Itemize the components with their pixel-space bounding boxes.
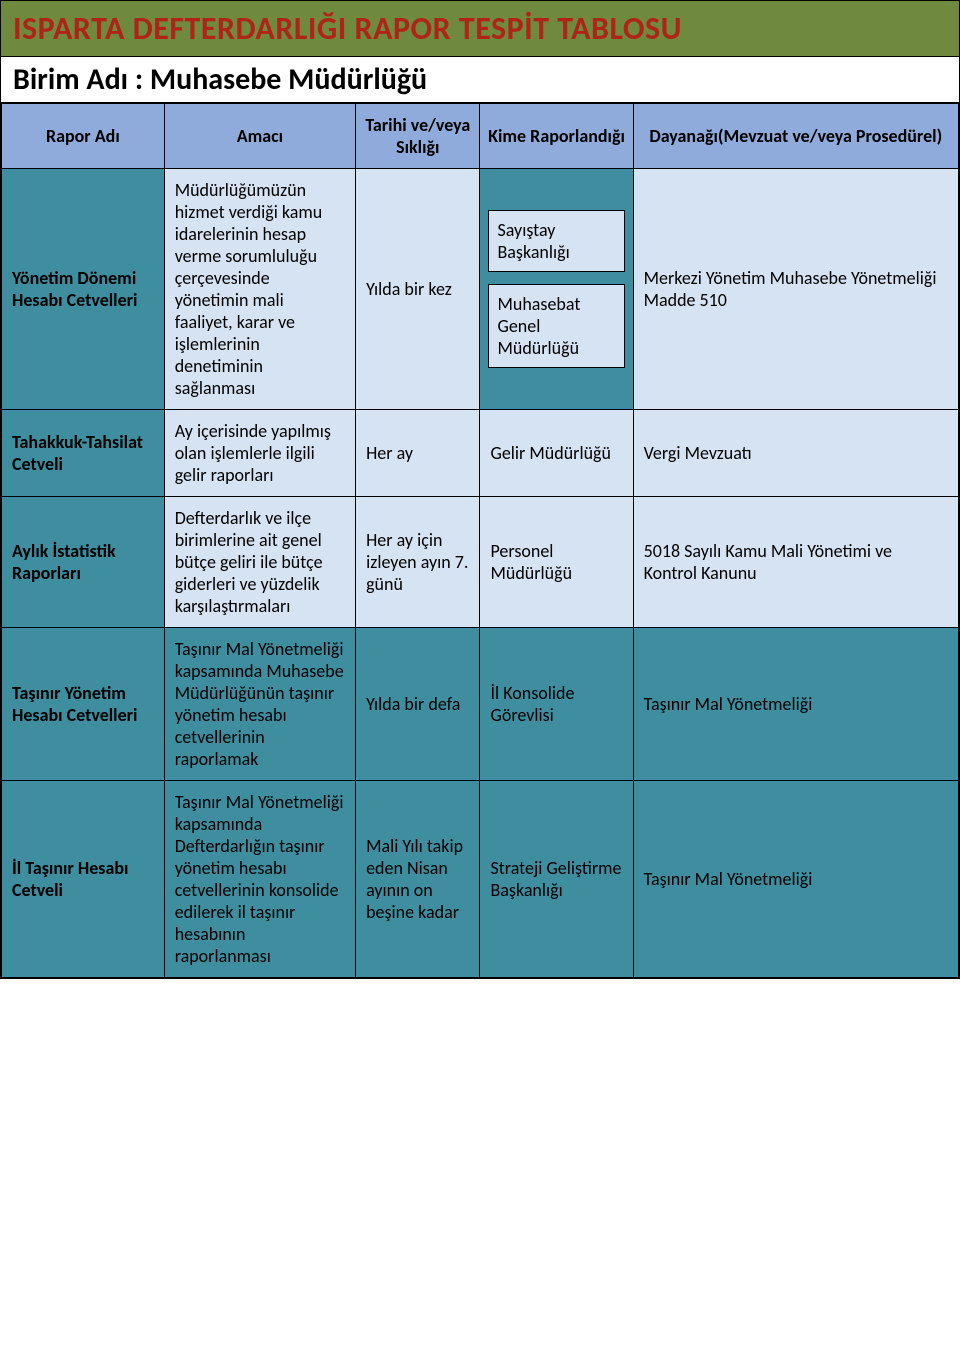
- report-basis-cell: Vergi Mevzuatı: [633, 410, 958, 497]
- table-row: Yönetim Dönemi Hesabı Cetvelleri Müdürlü…: [2, 169, 959, 410]
- report-purpose-cell: Ay içerisinde yapılmış olan işlemlerle i…: [164, 410, 355, 497]
- report-name-cell: Taşınır Yönetim Hesabı Cetvelleri: [2, 628, 165, 781]
- report-name-cell: Yönetim Dönemi Hesabı Cetvelleri: [2, 169, 165, 410]
- report-to-cell: Gelir Müdürlüğü: [480, 410, 633, 497]
- col-dayanak: Dayanağı(Mevzuat ve/veya Prosedürel): [633, 104, 958, 169]
- report-purpose-cell: Taşınır Mal Yönetmeliği kapsamında Muhas…: [164, 628, 355, 781]
- report-freq-cell: Mali Yılı takip eden Nisan ayının on beş…: [356, 781, 480, 978]
- report-name-cell: Tahakkuk-Tahsilat Cetveli: [2, 410, 165, 497]
- table-header-row: Rapor Adı Amacı Tarihi ve/veya Sıklığı K…: [2, 104, 959, 169]
- report-purpose-cell: Müdürlüğümüzün hizmet verdiği kamu idare…: [164, 169, 355, 410]
- page-title: ISPARTA DEFTERDARLIĞI RAPOR TESPİT TABLO…: [1, 1, 959, 57]
- report-basis-cell: Taşınır Mal Yönetmeliği: [633, 781, 958, 978]
- report-table-page: ISPARTA DEFTERDARLIĞI RAPOR TESPİT TABLO…: [0, 0, 960, 979]
- report-basis-cell: Taşınır Mal Yönetmeliği: [633, 628, 958, 781]
- report-freq-cell: Yılda bir defa: [356, 628, 480, 781]
- col-kime: Kime Raporlandığı: [480, 104, 633, 169]
- report-to-item: Muhasebat Genel Müdürlüğü: [488, 284, 624, 368]
- report-name-cell: Aylık İstatistik Raporları: [2, 497, 165, 628]
- table-row: Aylık İstatistik Raporları Defterdarlık …: [2, 497, 959, 628]
- table-row: Taşınır Yönetim Hesabı Cetvelleri Taşını…: [2, 628, 959, 781]
- table-row: Tahakkuk-Tahsilat Cetveli Ay içerisinde …: [2, 410, 959, 497]
- col-tarih-siklik: Tarihi ve/veya Sıklığı: [356, 104, 480, 169]
- report-to-cell: Personel Müdürlüğü: [480, 497, 633, 628]
- report-purpose-cell: Defterdarlık ve ilçe birimlerine ait gen…: [164, 497, 355, 628]
- report-basis-cell: 5018 Sayılı Kamu Mali Yönetimi ve Kontro…: [633, 497, 958, 628]
- report-name-cell: İl Taşınır Hesabı Cetveli: [2, 781, 165, 978]
- report-purpose-cell: Taşınır Mal Yönetmeliği kapsamında Defte…: [164, 781, 355, 978]
- report-freq-cell: Yılda bir kez: [356, 169, 480, 410]
- report-table: Rapor Adı Amacı Tarihi ve/veya Sıklığı K…: [1, 103, 959, 978]
- report-freq-cell: Her ay: [356, 410, 480, 497]
- table-row: İl Taşınır Hesabı Cetveli Taşınır Mal Yö…: [2, 781, 959, 978]
- report-to-cell: Sayıştay Başkanlığı Muhasebat Genel Müdü…: [480, 169, 633, 410]
- report-to-cell: Strateji Geliştirme Başkanlığı: [480, 781, 633, 978]
- report-to-cell: İl Konsolide Görevlisi: [480, 628, 633, 781]
- unit-label: Birim Adı : Muhasebe Müdürlüğü: [1, 57, 959, 103]
- report-basis-cell: Merkezi Yönetim Muhasebe Yönetmeliği Mad…: [633, 169, 958, 410]
- report-freq-cell: Her ay için izleyen ayın 7. günü: [356, 497, 480, 628]
- col-amaci: Amacı: [164, 104, 355, 169]
- col-rapor-adi: Rapor Adı: [2, 104, 165, 169]
- report-to-item: Sayıştay Başkanlığı: [488, 210, 624, 272]
